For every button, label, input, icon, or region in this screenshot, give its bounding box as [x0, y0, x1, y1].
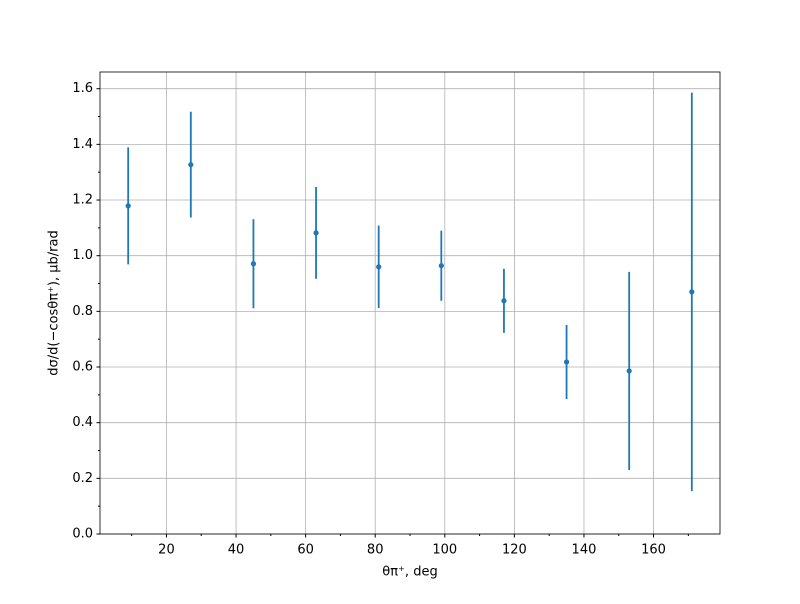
x-tick-label: 80 — [367, 543, 384, 558]
point — [188, 162, 194, 168]
point — [689, 289, 695, 295]
y-tick-label: 0.0 — [72, 527, 93, 542]
x-tick-label: 100 — [432, 543, 457, 558]
x-axis-label: θπ⁺, deg — [382, 565, 437, 580]
point — [626, 368, 632, 374]
point — [125, 203, 131, 209]
x-tick-label: 40 — [228, 543, 245, 558]
y-tick-label: 0.2 — [72, 471, 93, 486]
point — [376, 264, 382, 270]
y-axis-label: dσ/d(−cosθπ⁺), μb/rad — [47, 230, 62, 375]
x-tick-label: 160 — [641, 543, 666, 558]
point — [563, 359, 570, 365]
x-tick-label: 20 — [158, 543, 175, 558]
y-tick-label: 1.6 — [72, 81, 93, 96]
x-tick-label: 140 — [572, 543, 597, 558]
y-tick-label: 1.0 — [72, 248, 93, 263]
x-tick-label: 60 — [297, 543, 314, 558]
point — [313, 230, 319, 236]
y-tick-label: 0.6 — [72, 360, 93, 375]
y-tick-label: 0.8 — [72, 304, 93, 319]
plot-frame — [99, 71, 721, 535]
y-tick-label: 1.4 — [72, 137, 93, 152]
y-tick-label: 1.2 — [72, 193, 93, 208]
x-tick-label: 120 — [502, 543, 527, 558]
point — [250, 261, 257, 267]
point — [501, 298, 507, 304]
point — [438, 263, 444, 269]
y-tick-label: 0.4 — [72, 415, 93, 430]
